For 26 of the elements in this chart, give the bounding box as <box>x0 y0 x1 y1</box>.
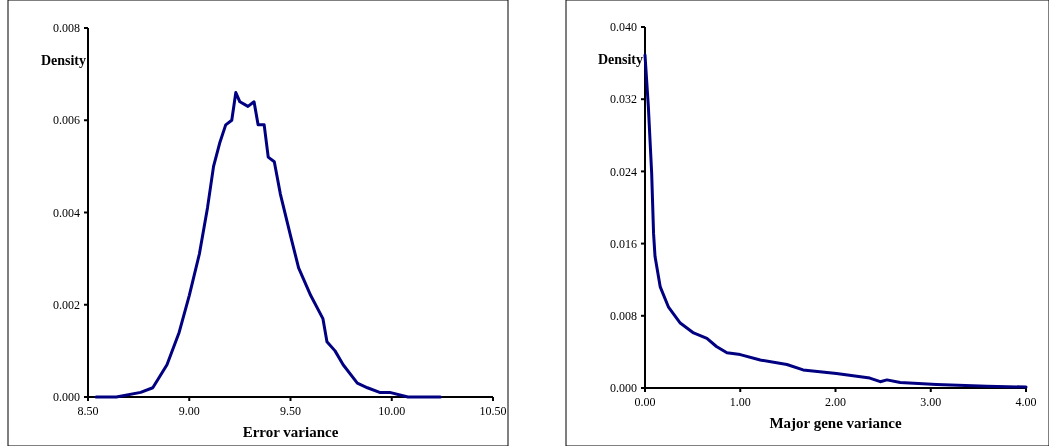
y-tick-label: 0.032 <box>610 92 637 107</box>
y-tick-label: 0.008 <box>610 309 637 323</box>
y-tick-label: 0.004 <box>53 205 80 220</box>
x-tick-label: 1.00 <box>729 395 751 409</box>
x-axis-title: Major gene variance <box>769 415 902 431</box>
x-tick-label: 3.00 <box>920 395 942 409</box>
y-tick-label: 0.002 <box>53 297 80 312</box>
x-tick-label: 10.50 <box>479 404 507 418</box>
x-tick-label: 10.00 <box>378 404 406 418</box>
y-tick-label: 0.016 <box>610 236 637 251</box>
y-tick-label: 0.000 <box>610 381 637 396</box>
x-tick-label: 0.00 <box>634 395 656 409</box>
x-tick-label: 2.00 <box>825 395 846 409</box>
line-series <box>94 91 442 399</box>
y-tick-label: 0.000 <box>53 390 80 405</box>
y-tick-label: 0.008 <box>53 21 80 36</box>
y-axis-title: Density <box>597 52 643 67</box>
y-tick-label: 0.040 <box>610 20 637 35</box>
x-tick-label: 8.50 <box>77 404 99 418</box>
x-tick-label: 9.50 <box>280 404 301 418</box>
x-tick-label: 9.00 <box>178 404 200 418</box>
y-tick-label: 0.024 <box>610 164 637 179</box>
y-tick-label: 0.006 <box>53 113 80 128</box>
x-tick-label: 4.00 <box>1015 395 1037 409</box>
y-axis-title: Density <box>40 53 86 68</box>
x-axis-title: Error variance <box>242 424 339 440</box>
